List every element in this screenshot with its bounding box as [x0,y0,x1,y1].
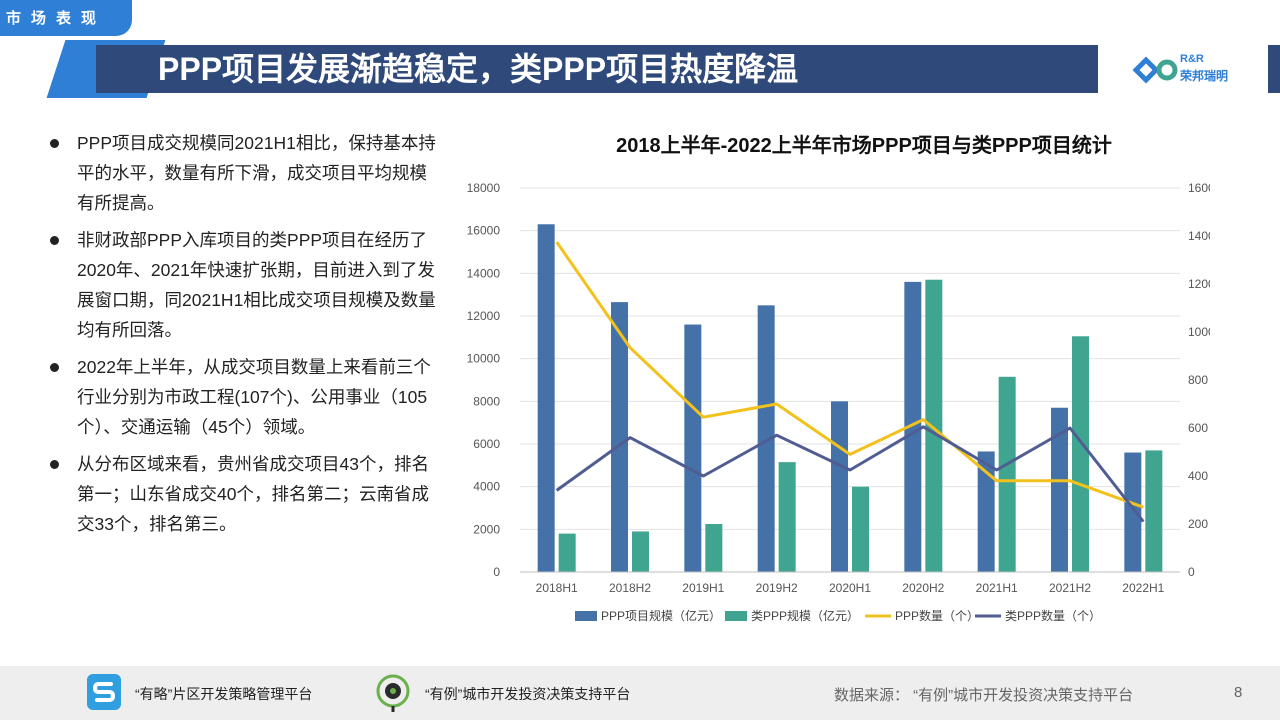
bullet-list: PPP项目成交规模同2021H1相比，保持基本持平的水平，数量有所下滑，成交项目… [48,128,440,546]
right-axis-tick-label: 600 [1188,421,1208,435]
logo-mark-icon [1132,56,1178,84]
company-logo [1132,56,1178,84]
bar-ppp-scale [757,305,775,572]
bar-quasi-ppp-scale [705,524,723,572]
bullet-text: PPP项目成交规模同2021H1相比，保持基本持平的水平，数量有所下滑，成交项目… [77,133,436,213]
title-bar [96,45,1098,93]
x-axis-tick-label: 2018H2 [609,581,651,595]
legend-label: 类PPP数量（个） [1005,608,1101,623]
left-axis-tick-label: 14000 [467,266,501,280]
right-axis-tick-label: 200 [1188,517,1208,531]
bar-quasi-ppp-scale [778,462,796,572]
bullet-item: 2022年上半年，从成交项目数量上来看前三个行业分别为市政工程(107个)、公用… [48,352,440,442]
left-axis-tick-label: 18000 [467,181,501,195]
left-axis-tick-label: 2000 [473,522,500,536]
right-axis-tick-label: 400 [1188,469,1208,483]
chart-legend: PPP项目规模（亿元） 类PPP规模（亿元） PPP数量（个） 类PPP数量（个） [575,608,1101,623]
x-axis-tick-label: 2018H1 [536,581,578,595]
right-axis-tick-label: 1600 [1188,181,1210,195]
bar-quasi-ppp-scale [632,531,649,572]
bar-quasi-ppp-scale [558,533,576,572]
chart-lines [555,241,1145,523]
left-axis-tick-label: 0 [493,565,500,579]
chart-bars [537,224,1163,572]
left-axis-tick-label: 6000 [473,437,500,451]
legend-swatch [725,611,747,621]
x-axis-tick-label: 2020H2 [902,581,944,595]
line-ppp-count [555,241,1144,509]
x-axis-tick-label: 2019H2 [756,581,798,595]
platform1-label[interactable]: “有略”片区开发策略管理平台 [135,686,313,702]
bar-ppp-scale [831,401,848,572]
bullet-item: 从分布区域来看，贵州省成交项目43个，排名第一；山东省成交40个，排名第二；云南… [48,449,440,539]
bullet-dot-icon [50,363,59,372]
legend-swatch [575,611,597,621]
right-axis-tick-label: 1000 [1188,325,1210,339]
bullet-dot-icon [50,139,59,148]
x-axis-tick-label: 2022H1 [1122,581,1164,595]
bullet-text: 从分布区域来看，贵州省成交项目43个，排名第一；山东省成交40个，排名第二；云南… [77,454,429,534]
chart-axes: 0200040006000800010000120001400016000180… [467,181,1210,595]
chart-title: 2018上半年-2022上半年市场PPP项目与类PPP项目统计 [616,133,1112,157]
s-logo-icon[interactable] [86,672,122,712]
page-title: PPP项目发展渐趋稳定，类PPP项目热度降温 [158,51,799,87]
left-axis-tick-label: 12000 [467,309,501,323]
target-pin-icon[interactable] [374,673,412,713]
bullet-dot-icon [50,460,59,469]
x-axis-tick-label: 2021H1 [976,581,1018,595]
bar-ppp-scale [1124,452,1142,572]
bullet-dot-icon [50,236,59,245]
legend-label: 类PPP规模（亿元） [751,608,859,623]
legend-label: PPP数量（个） [895,608,979,623]
right-axis-tick-label: 0 [1188,565,1195,579]
logo-text-cn: 荣邦瑞明 [1180,69,1229,83]
x-axis-tick-label: 2021H2 [1049,581,1091,595]
bar-ppp-scale [537,224,555,572]
bullet-item: PPP项目成交规模同2021H1相比，保持基本持平的水平，数量有所下滑，成交项目… [48,128,440,218]
combo-chart: 2018上半年-2022上半年市场PPP项目与类PPP项目统计 02000400… [467,133,1210,623]
data-source: 数据来源： “有例”城市开发投资决策支持平台 [834,687,1134,704]
bullet-text: 非财政部PPP入库项目的类PPP项目在经历了2020年、2021年快速扩张期，目… [77,230,436,340]
x-axis-tick-label: 2019H1 [682,581,724,595]
bar-quasi-ppp-scale [852,486,869,572]
bullet-text: 2022年上半年，从成交项目数量上来看前三个行业分别为市政工程(107个)、公用… [77,357,431,437]
platform2-label[interactable]: “有例”城市开发投资决策支持平台 [425,686,631,702]
bullet-item: 非财政部PPP入库项目的类PPP项目在经历了2020年、2021年快速扩张期，目… [48,225,440,345]
left-axis-tick-label: 4000 [473,480,500,494]
bar-ppp-scale [977,451,995,572]
left-axis-tick-label: 8000 [473,394,500,408]
logo-text-en: R&R [1180,53,1204,65]
bar-quasi-ppp-scale [1145,450,1163,572]
bar-ppp-scale [904,281,922,572]
bar-ppp-scale [684,324,702,572]
footer-bar [0,666,1280,720]
right-axis-tick-label: 800 [1188,373,1208,387]
left-axis-tick-label: 10000 [467,352,501,366]
right-axis-tick-label: 1400 [1188,229,1210,243]
section-tag: 市场表现 [0,0,132,36]
bar-ppp-scale [611,302,628,572]
line-quasi-ppp-count [555,425,1145,523]
bar-quasi-ppp-scale [998,376,1016,572]
page-number: 8 [1234,684,1243,701]
x-axis-tick-label: 2020H1 [829,581,871,595]
right-axis-tick-label: 1200 [1188,277,1210,291]
bar-ppp-scale [1051,407,1068,572]
left-axis-tick-label: 16000 [467,224,501,238]
bar-quasi-ppp-scale [925,279,943,572]
bar-quasi-ppp-scale [1072,336,1089,572]
legend-label: PPP项目规模（亿元） [601,608,721,623]
title-bar-end [1268,45,1280,93]
